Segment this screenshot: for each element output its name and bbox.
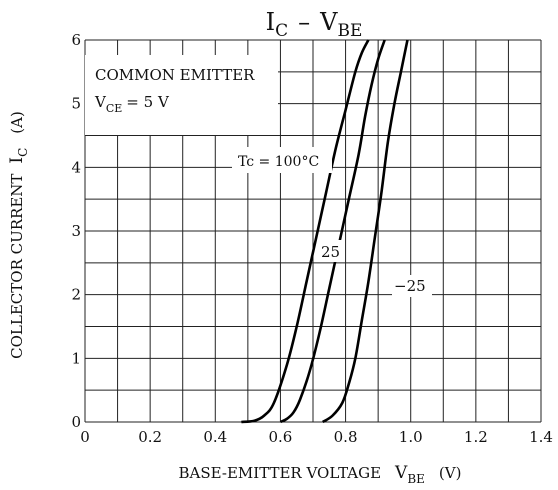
x-tick-labels: 0 0.2 0.4 0.6 0.8 1.0 1.2 1.4 [80,428,553,446]
y-tick-label: 2 [71,286,81,304]
chart-title: IC – VBE [266,8,363,41]
condition-box [85,55,278,135]
tc-label: Tc = 100°C [238,154,319,170]
y-tick-label: 5 [71,95,81,113]
y-tick-labels: 0 1 2 3 4 5 6 [71,31,81,431]
y-tick-label: 1 [71,349,81,367]
x-tick-label: 0 [80,428,90,446]
x-tick-label: 0.8 [334,428,358,446]
x-tick-label: 0.4 [203,428,227,446]
series-minus25-label-bg [392,275,432,297]
x-tick-label: 1.2 [464,428,488,446]
x-tick-label: 0.2 [138,428,162,446]
x-tick-label: 0.6 [268,428,292,446]
y-tick-label: 4 [71,158,81,176]
tc-label-bg [232,147,332,173]
condition-line-1: COMMON EMITTER [95,66,255,84]
x-tick-label: 1.0 [399,428,423,446]
curve-tc-25 [279,39,386,424]
y-axis-label: COLLECTOR CURRENTIC(A) [7,111,30,359]
y-tick-label: 0 [71,413,81,431]
curves [241,39,409,424]
series-25-label-bg [318,240,344,262]
y-tick-label: 6 [71,31,81,49]
y-tick-label: 3 [71,222,81,240]
series-minus25-label: −25 [394,277,426,295]
series-25-label: 25 [321,243,340,261]
curve-tc-100 [241,39,370,424]
condition-line-2: VCE = 5 V [94,93,170,115]
x-tick-label: 1.4 [529,428,553,446]
curve-tc-minus25 [322,39,409,424]
x-axis-label: BASE-EMITTER VOLTAGE VBE (V) [179,463,462,486]
